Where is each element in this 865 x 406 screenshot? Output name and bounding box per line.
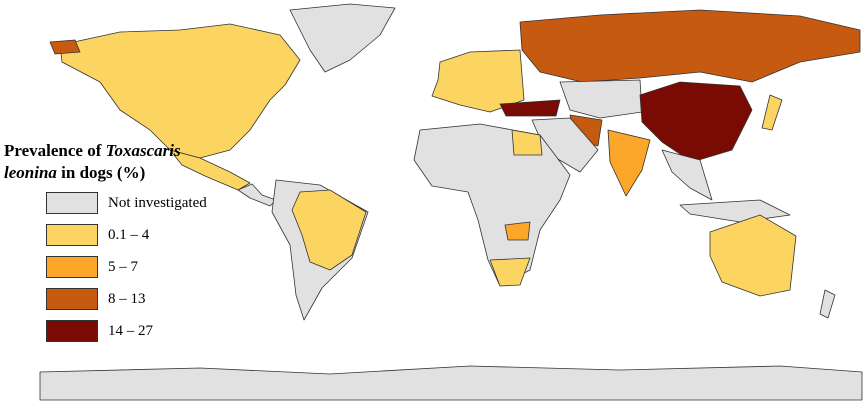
central-america xyxy=(237,183,277,207)
india xyxy=(607,129,651,197)
legend-item: 0.1 – 4 xyxy=(46,224,207,246)
indonesia xyxy=(679,199,791,223)
legend-swatch xyxy=(46,288,98,310)
legend-title-italic: leonina xyxy=(4,163,57,182)
legend: Prevalence of Toxascaris leonina in dogs… xyxy=(4,140,207,352)
legend-item: Not investigated xyxy=(46,192,207,214)
japan xyxy=(761,94,783,131)
legend-label: 0.1 – 4 xyxy=(108,226,150,243)
south-africa xyxy=(489,257,531,287)
legend-label: 5 – 7 xyxy=(108,258,138,275)
legend-title-text: in dogs (%) xyxy=(61,163,146,182)
legend-item: 14 – 27 xyxy=(46,320,207,342)
southeast-asia xyxy=(661,149,713,201)
north-america xyxy=(59,23,301,159)
egypt xyxy=(511,129,543,156)
central-asia xyxy=(559,79,643,119)
legend-swatch xyxy=(46,192,98,214)
china xyxy=(639,81,753,163)
mexico xyxy=(169,149,251,191)
europe xyxy=(431,49,525,113)
new-zealand xyxy=(819,289,836,319)
legend-swatch xyxy=(46,320,98,342)
legend-item: 5 – 7 xyxy=(46,256,207,278)
australia xyxy=(709,214,797,297)
antarctica xyxy=(39,365,863,401)
legend-swatch xyxy=(46,224,98,246)
legend-label: Not investigated xyxy=(108,194,207,211)
zambia xyxy=(504,221,531,241)
legend-items: Not investigated 0.1 – 4 5 – 7 8 – 13 14 – 2… xyxy=(4,192,207,342)
legend-swatch xyxy=(46,256,98,278)
brazil xyxy=(291,189,367,271)
russia xyxy=(519,9,861,83)
turkey xyxy=(499,99,561,117)
greenland xyxy=(289,3,396,73)
legend-title: Prevalence of Toxascaris leonina in dogs… xyxy=(4,140,207,184)
legend-label: 14 – 27 xyxy=(108,322,153,339)
legend-title-italic: Toxascaris xyxy=(105,141,181,160)
chukotka xyxy=(49,39,81,55)
legend-label: 8 – 13 xyxy=(108,290,146,307)
legend-title-text: Prevalence of xyxy=(4,141,102,160)
legend-item: 8 – 13 xyxy=(46,288,207,310)
